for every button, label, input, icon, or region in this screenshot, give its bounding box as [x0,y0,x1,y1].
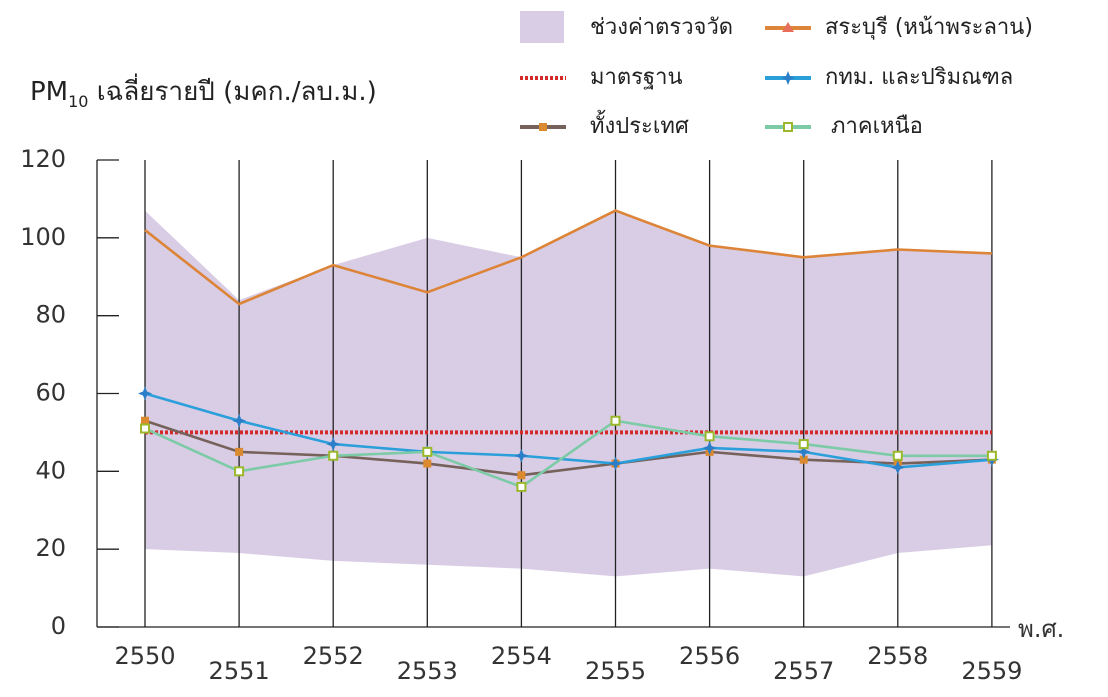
marker [799,455,808,464]
marker [514,448,529,463]
x-tick-label: 2557 [773,657,834,685]
marker [986,450,997,461]
marker [783,122,793,132]
y-tick-label: 60 [35,379,66,407]
x-tick-label: 2554 [491,642,552,670]
chart-title: PM10 เฉลี่ยรายปี (มคก./ลบ.ม.) [30,73,377,111]
marker [704,431,715,442]
legend-label: ทั้งประเทศ [590,110,689,139]
title-sub: 10 [68,92,88,111]
marker [235,447,244,456]
y-tick-label: 100 [20,223,66,251]
legend-label: สระบุรี (หน้าพระลาน) [825,15,1033,40]
marker [782,22,794,32]
x-tick-label: 2556 [679,642,740,670]
legend-swatch [520,11,564,43]
series-line [144,419,992,477]
marker [890,460,905,475]
y-tick-label: 80 [35,301,66,329]
marker [516,481,527,492]
marker [610,415,621,426]
marker [539,123,547,131]
x-tick-label: 2558 [867,642,928,670]
x-tick-label: 2550 [114,642,175,670]
marker [517,471,526,480]
y-tick-label: 20 [35,534,66,562]
title-rest: เฉลี่ยรายปี (มคก./ลบ.ม.) [88,73,376,107]
marker [326,437,341,452]
marker [781,71,795,85]
x-tick-label: 2559 [961,657,1022,685]
marker [892,450,903,461]
marker [234,466,245,477]
series-line [144,419,992,489]
marker [328,450,339,461]
x-axis-label: พ.ศ. [1018,615,1064,643]
marker [138,386,152,401]
marker [140,423,150,434]
x-tick-label: 2552 [303,642,364,670]
range-area [145,210,992,577]
y-tick-label: 120 [20,145,66,173]
marker [232,413,247,428]
marker [702,440,717,455]
series-line [144,209,992,306]
x-tick-label: 2551 [209,657,270,685]
y-tick-label: 40 [35,456,66,484]
x-tick-label: 2555 [585,657,646,685]
marker [796,444,811,459]
marker [608,456,623,471]
marker [423,459,432,468]
y-tick-label: 0 [51,612,66,640]
legend-label: ภาคเหนือ [831,114,923,139]
marker [141,416,149,425]
legend-label: มาตรฐาน [590,65,683,90]
legend-label: ช่วงค่าตรวจวัด [590,15,733,40]
marker [798,439,809,450]
x-tick-label: 2553 [397,657,458,685]
title-main: PM [30,77,68,107]
series-line [144,392,993,469]
marker [422,446,433,457]
legend-label: กทม. และปริมณฑล [825,65,1013,90]
